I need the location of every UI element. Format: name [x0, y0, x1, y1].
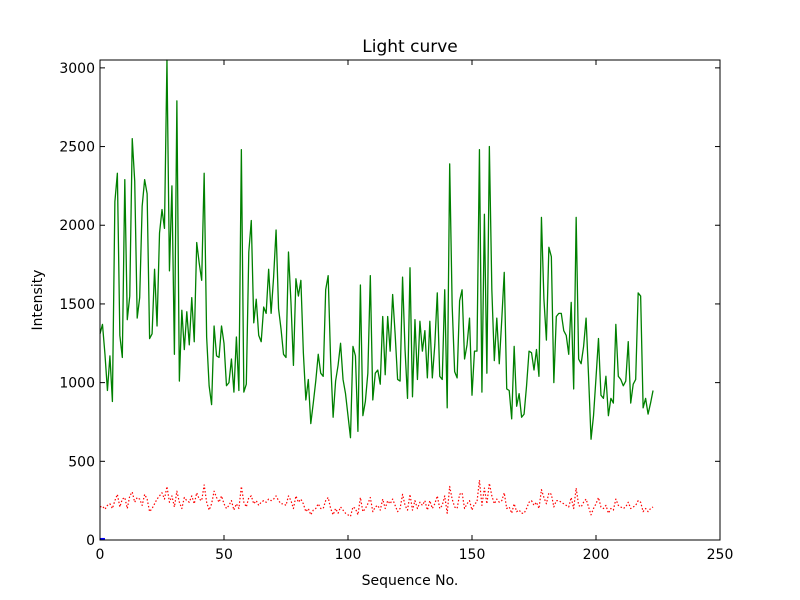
x-axis-title: Sequence No.: [362, 573, 459, 589]
y-axis: 0 500 1000 1500 2000 2500 3000: [59, 61, 720, 549]
y-axis-title: Intensity: [30, 270, 46, 331]
y-tick-label: 2500: [59, 140, 95, 156]
plot-frame: [99, 59, 721, 541]
y-tick-label: 2000: [59, 218, 95, 234]
y-tick-label: 3000: [59, 61, 95, 77]
series-line-2: [99, 479, 654, 517]
series-line-1: [99, 59, 654, 440]
series-layer: [99, 59, 654, 541]
x-tick-label: 150: [459, 547, 486, 563]
x-tick-label: 200: [583, 547, 610, 563]
y-tick-label: 1000: [59, 376, 95, 392]
x-tick-label: 250: [707, 547, 734, 563]
y-tick-label: 1500: [59, 297, 95, 313]
y-tick-label: 500: [68, 454, 95, 470]
x-tick-label: 50: [215, 547, 233, 563]
y-tick-label: 0: [86, 533, 95, 549]
x-tick-label: 0: [96, 547, 105, 563]
chart-title: Light curve: [362, 37, 457, 57]
x-axis: 0 50 100 150 200 250: [96, 60, 734, 563]
x-tick-label: 100: [335, 547, 362, 563]
